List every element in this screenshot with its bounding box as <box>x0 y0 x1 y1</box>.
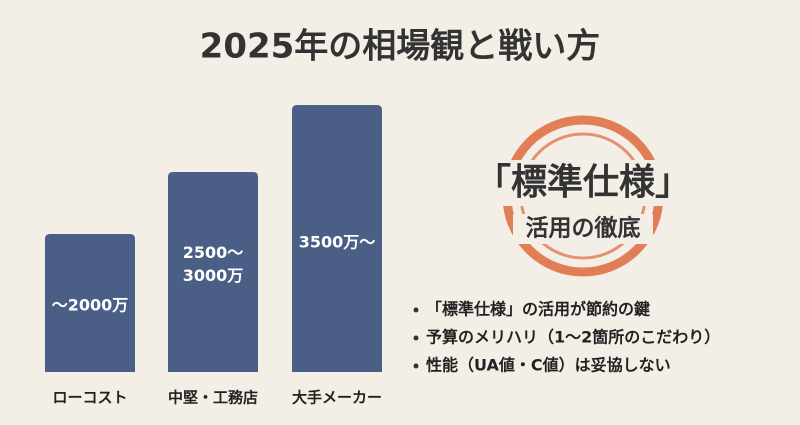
bullet-dot <box>413 307 419 313</box>
category-label: 中堅・工務店 <box>168 389 258 407</box>
stamp-sub-band <box>513 214 653 244</box>
bullet-text: 性能（UA値・C値）は妥協しない <box>426 356 671 375</box>
bar <box>292 105 382 372</box>
bullet-dot <box>413 363 419 369</box>
bar <box>168 172 258 372</box>
title: 2025年の相場観と戦い方 <box>200 27 601 67</box>
category-label: ローコスト <box>52 389 127 407</box>
stamp-main: 「標準仕様」 <box>475 162 691 203</box>
bar-label: 〜2000万 <box>52 296 129 315</box>
bar <box>45 234 135 372</box>
stamp-band <box>463 160 703 206</box>
bullet-text: 「標準仕様」の活用が節約の鍵 <box>426 300 650 319</box>
stamp-sub: 活用の徹底 <box>526 215 641 242</box>
bullet-dot <box>413 335 419 341</box>
bar-label: 3000万 <box>183 266 244 285</box>
bar-label: 3500万〜 <box>299 233 376 252</box>
bullet-text: 予算のメリハリ（1〜2箇所のこだわり） <box>426 328 720 347</box>
bar-label: 2500〜 <box>183 243 244 262</box>
category-label: 大手メーカー <box>292 389 382 407</box>
stamp: 「標準仕様」 活用の徹底 <box>463 115 703 277</box>
